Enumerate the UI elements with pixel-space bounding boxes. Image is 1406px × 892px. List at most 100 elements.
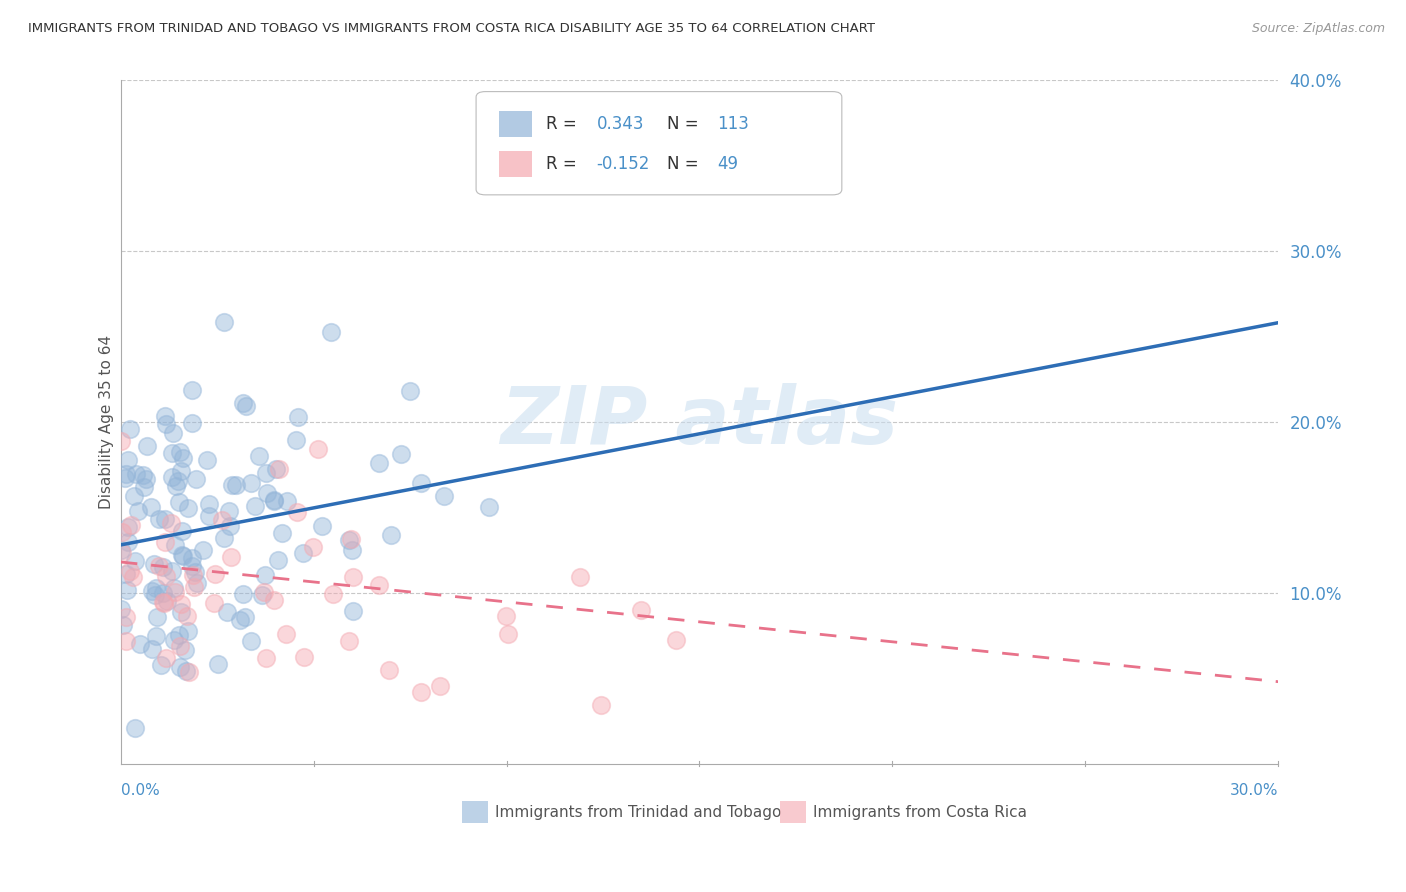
FancyBboxPatch shape <box>499 111 531 136</box>
Point <box>254 650 277 665</box>
Point <box>124 721 146 735</box>
Point <box>340 532 363 546</box>
Point <box>162 445 184 459</box>
Point <box>202 596 225 610</box>
Point <box>287 410 309 425</box>
Point <box>165 479 187 493</box>
Point <box>225 478 247 492</box>
Point <box>118 564 141 578</box>
Point <box>174 643 197 657</box>
Point <box>240 475 263 490</box>
Point <box>198 497 221 511</box>
Point <box>340 542 363 557</box>
Point <box>132 480 155 494</box>
Text: Immigrants from Trinidad and Tobago: Immigrants from Trinidad and Tobago <box>495 805 780 820</box>
Point <box>125 467 148 481</box>
Point <box>114 610 136 624</box>
Point <box>117 535 139 549</box>
Point <box>254 467 277 481</box>
Point <box>114 471 136 485</box>
Point <box>120 422 142 436</box>
Point <box>183 580 205 594</box>
Point <box>184 565 207 579</box>
Point <box>122 570 145 584</box>
Point <box>229 614 252 628</box>
Point <box>307 442 329 456</box>
Point <box>127 504 149 518</box>
Point <box>433 489 456 503</box>
Point <box>150 658 173 673</box>
Point <box>160 564 183 578</box>
Point <box>115 467 138 481</box>
Point <box>214 531 236 545</box>
Point <box>276 494 298 508</box>
Point <box>170 464 193 478</box>
Point <box>232 587 254 601</box>
Point <box>285 434 308 448</box>
Point <box>170 548 193 562</box>
Text: 0.343: 0.343 <box>596 115 644 133</box>
Point <box>170 597 193 611</box>
FancyBboxPatch shape <box>463 801 488 823</box>
Text: ZIP atlas: ZIP atlas <box>501 383 898 461</box>
Text: 0.0%: 0.0% <box>121 783 159 797</box>
Point <box>135 439 157 453</box>
Point <box>117 452 139 467</box>
Point <box>152 595 174 609</box>
Point <box>139 500 162 515</box>
Point <box>243 499 266 513</box>
Point <box>181 558 204 573</box>
Point <box>162 426 184 441</box>
Point <box>569 569 592 583</box>
Point <box>256 486 278 500</box>
Point <box>152 586 174 600</box>
Point <box>115 566 138 581</box>
Point <box>496 626 519 640</box>
Point <box>117 582 139 597</box>
FancyBboxPatch shape <box>477 92 842 194</box>
Point <box>285 505 308 519</box>
Point <box>167 474 190 488</box>
Point <box>146 610 169 624</box>
FancyBboxPatch shape <box>499 152 531 178</box>
Point <box>148 558 170 573</box>
Point <box>110 602 132 616</box>
Point <box>169 444 191 458</box>
Point <box>181 550 204 565</box>
Point <box>145 581 167 595</box>
Text: Immigrants from Costa Rica: Immigrants from Costa Rica <box>813 805 1026 820</box>
Point <box>342 570 364 584</box>
Point <box>195 453 218 467</box>
Text: 49: 49 <box>717 155 738 173</box>
Point <box>174 664 197 678</box>
Point <box>172 524 194 538</box>
Point <box>630 603 652 617</box>
Text: N =: N = <box>666 155 704 173</box>
Point <box>368 456 391 470</box>
Point <box>495 608 517 623</box>
FancyBboxPatch shape <box>780 801 806 823</box>
Point <box>141 584 163 599</box>
Point <box>429 679 451 693</box>
Point <box>181 383 204 397</box>
Point <box>153 596 176 610</box>
Point <box>399 384 422 398</box>
Point <box>111 524 134 539</box>
Point <box>250 588 273 602</box>
Point <box>219 549 242 564</box>
Point <box>409 475 432 490</box>
Text: 113: 113 <box>717 115 749 133</box>
Point <box>176 609 198 624</box>
Point <box>271 525 294 540</box>
Point <box>198 509 221 524</box>
Point <box>181 567 204 582</box>
Text: IMMIGRANTS FROM TRINIDAD AND TOBAGO VS IMMIGRANTS FROM COSTA RICA DISABILITY AGE: IMMIGRANTS FROM TRINIDAD AND TOBAGO VS I… <box>28 22 875 36</box>
Point <box>342 604 364 618</box>
Point <box>167 628 190 642</box>
Point <box>135 472 157 486</box>
Point <box>389 447 412 461</box>
Point <box>163 632 186 647</box>
Point <box>264 461 287 475</box>
Point <box>143 588 166 602</box>
Point <box>269 462 291 476</box>
